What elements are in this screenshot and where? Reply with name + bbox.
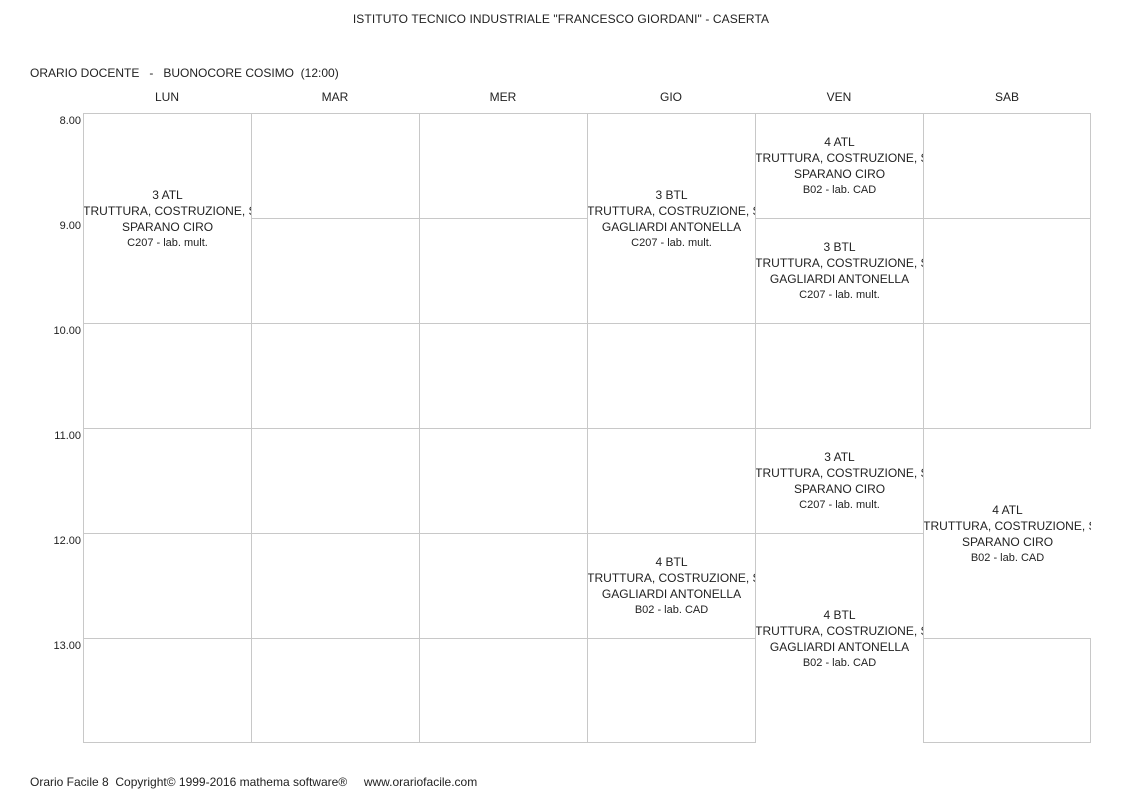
timetable-grid: 3 ATL STRUTTURA, COSTRUZIONE, SI SPARANO C…: [83, 113, 1091, 743]
lesson-room: B02 - lab. CAD: [802, 184, 877, 196]
lesson-room: C207 - lab. mult.: [799, 289, 880, 301]
day-header-ven: VEN: [826, 90, 852, 104]
lesson-class: 3 BTL: [655, 187, 688, 202]
row-divider: [252, 323, 419, 324]
lesson-room: C207 - lab. mult.: [127, 236, 208, 249]
lesson-teacher: GAGLIARDI ANTONELLA: [769, 639, 910, 654]
hour-label: 13.00: [53, 640, 81, 652]
row-divider: [924, 638, 1091, 639]
hour-label: 8.00: [59, 115, 81, 127]
row-divider: [924, 428, 1091, 429]
row-divider: [252, 533, 419, 534]
lesson-subject: STRUTTURA, COSTRUZIONE, SI: [756, 623, 923, 638]
lesson-cell[interactable]: 3 BTL STRUTTURA, COSTRUZIONE, SI GAGLIARDI…: [756, 219, 923, 323]
hour-label: 10.00: [53, 325, 81, 337]
row-divider: [756, 323, 923, 324]
column-divider: [419, 114, 420, 742]
lesson-cell[interactable]: 4 ATL STRUTTURA, COSTRUZIONE, SI SPARANO C…: [924, 429, 1091, 638]
row-divider: [84, 638, 251, 639]
lesson-cell[interactable]: 4 BTL STRUTTURA, COSTRUZIONE, SI GAGLIARDI…: [588, 534, 755, 638]
row-divider: [588, 533, 755, 534]
teacher-line: ORARIO DOCENTE - BUONOCORE COSIMO (12:00…: [30, 66, 339, 80]
row-divider: [420, 638, 587, 639]
lesson-room: C207 - lab. mult.: [631, 236, 712, 249]
lesson-room: B02 - lab. CAD: [802, 656, 877, 669]
lesson-cell[interactable]: 4 ATL STRUTTURA, COSTRUZIONE, SI SPARANO C…: [756, 114, 923, 218]
column-divider: [587, 114, 588, 742]
lesson-teacher: SPARANO CIRO: [961, 534, 1054, 549]
lesson-class: 4 ATL: [992, 502, 1023, 517]
row-divider: [924, 218, 1091, 219]
row-divider: [252, 428, 419, 429]
lesson-subject: STRUTTURA, COSTRUZIONE, SI: [756, 466, 923, 480]
lesson-teacher: GAGLIARDI ANTONELLA: [769, 272, 910, 286]
lesson-class: 3 ATL: [824, 450, 855, 464]
lesson-class: 4 BTL: [655, 555, 688, 569]
lesson-room: B02 - lab. CAD: [970, 551, 1045, 564]
lesson-teacher: SPARANO CIRO: [793, 482, 886, 496]
row-divider: [756, 218, 923, 219]
lesson-cell[interactable]: 3 BTL STRUTTURA, COSTRUZIONE, SI GAGLIARDI…: [588, 114, 755, 323]
column-divider: [251, 114, 252, 742]
row-divider: [756, 428, 923, 429]
lesson-subject: STRUTTURA, COSTRUZIONE, SI: [756, 256, 923, 270]
lesson-room: B02 - lab. CAD: [634, 604, 709, 616]
hour-label: 12.00: [53, 535, 81, 547]
day-header-lun: LUN: [154, 90, 179, 104]
day-header-mar: MAR: [321, 90, 349, 104]
lesson-cell[interactable]: 3 ATL STRUTTURA, COSTRUZIONE, SI SPARANO C…: [756, 429, 923, 533]
row-divider: [588, 323, 755, 324]
row-divider: [252, 638, 419, 639]
lesson-subject: STRUTTURA, COSTRUZIONE, SI: [588, 571, 755, 585]
lesson-class: 4 ATL: [824, 135, 855, 149]
day-header-gio: GIO: [659, 90, 682, 104]
lesson-subject: STRUTTURA, COSTRUZIONE, SI: [924, 518, 1091, 533]
lesson-subject: STRUTTURA, COSTRUZIONE, SI: [756, 151, 923, 165]
lesson-cell[interactable]: 4 BTL STRUTTURA, COSTRUZIONE, SI GAGLIARDI…: [756, 534, 923, 743]
lesson-teacher: SPARANO CIRO: [121, 219, 214, 234]
lesson-class: 3 BTL: [823, 240, 856, 254]
row-divider: [588, 638, 755, 639]
hour-label: 11.00: [54, 430, 81, 442]
column-divider: [755, 114, 756, 742]
row-divider: [84, 428, 251, 429]
lesson-teacher: GAGLIARDI ANTONELLA: [601, 587, 742, 601]
school-title: ISTITUTO TECNICO INDUSTRIALE "FRANCESCO …: [352, 12, 770, 26]
lesson-cell[interactable]: 3 ATL STRUTTURA, COSTRUZIONE, SI SPARANO C…: [84, 114, 251, 323]
row-divider: [420, 428, 587, 429]
lesson-class: 4 BTL: [823, 607, 856, 622]
row-divider: [588, 428, 755, 429]
footer-copyright: Orario Facile 8 Copyright© 1999-2016 mat…: [30, 775, 478, 789]
lesson-teacher: GAGLIARDI ANTONELLA: [601, 219, 742, 234]
row-divider: [252, 218, 419, 219]
row-divider: [84, 323, 251, 324]
row-divider: [420, 323, 587, 324]
column-divider: [923, 114, 924, 742]
day-header-mer: MER: [489, 90, 517, 104]
lesson-subject: STRUTTURA, COSTRUZIONE, SI: [84, 203, 251, 218]
row-divider: [420, 218, 587, 219]
lesson-class: 3 ATL: [152, 187, 183, 202]
row-divider: [756, 533, 923, 534]
row-divider: [84, 533, 251, 534]
row-divider: [924, 323, 1091, 324]
hour-label: 9.00: [59, 220, 81, 232]
day-header-sab: SAB: [994, 90, 1019, 104]
lesson-room: C207 - lab. mult.: [799, 499, 880, 511]
lesson-teacher: SPARANO CIRO: [793, 167, 886, 181]
row-divider: [420, 533, 587, 534]
lesson-subject: STRUTTURA, COSTRUZIONE, SI: [588, 203, 755, 218]
